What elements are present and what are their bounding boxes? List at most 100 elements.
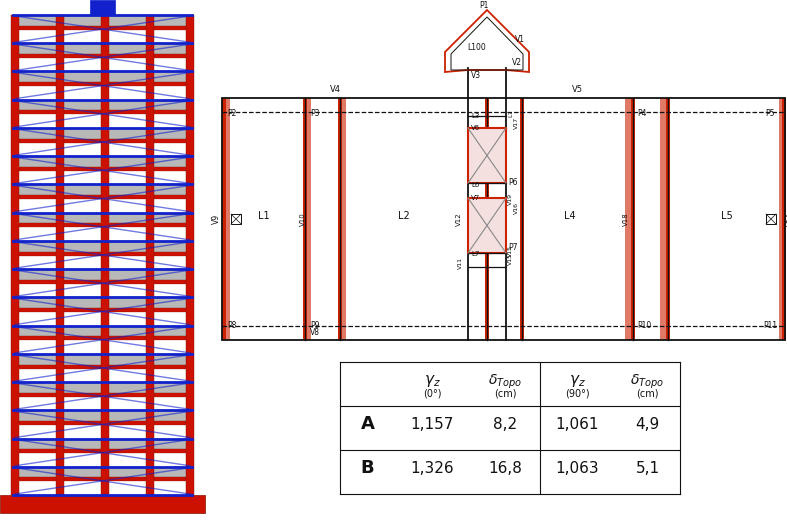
Polygon shape [13,223,192,228]
Text: P6: P6 [508,178,518,187]
Polygon shape [13,383,192,393]
Text: P1: P1 [479,1,489,10]
Polygon shape [13,139,192,143]
Bar [186,15,194,495]
Text: P10: P10 [637,321,652,330]
Polygon shape [13,280,192,284]
Text: 1,157: 1,157 [411,417,454,432]
Bar [625,98,631,340]
Text: $\delta_{Topo}$: $\delta_{Topo}$ [630,373,664,391]
Polygon shape [13,355,192,364]
Text: V16: V16 [514,202,519,214]
Text: L4: L4 [563,211,575,221]
Bar [56,15,64,495]
Text: (90°): (90°) [565,389,589,399]
Text: P9: P9 [310,321,320,330]
Text: P4: P4 [637,109,646,118]
Polygon shape [13,16,192,26]
Bar [631,98,635,340]
Text: V1: V1 [515,35,525,44]
Polygon shape [13,72,192,82]
Bar [11,15,19,495]
Polygon shape [13,364,192,369]
Polygon shape [13,44,192,54]
Text: $\gamma_z$: $\gamma_z$ [569,373,586,389]
Text: (cm): (cm) [636,389,659,399]
Text: V18: V18 [623,212,629,226]
Text: A: A [360,416,375,433]
Polygon shape [13,308,192,312]
Bar [146,15,154,495]
Text: $\delta_{Topo}$: $\delta_{Topo}$ [488,373,522,391]
Bar [666,98,670,340]
Text: V19: V19 [508,193,513,205]
Text: 1,061: 1,061 [556,417,599,432]
Polygon shape [13,298,192,308]
Bar [468,198,506,253]
Polygon shape [13,242,192,252]
Polygon shape [13,336,192,340]
Bar [224,98,230,340]
Polygon shape [13,167,192,171]
Text: L1: L1 [257,211,269,221]
Text: V7: V7 [471,195,480,201]
Bar [0,495,205,513]
Polygon shape [13,327,192,336]
Text: 4,9: 4,9 [635,417,660,432]
Polygon shape [13,214,192,223]
Polygon shape [13,195,192,199]
Bar [468,128,506,183]
Bar [782,98,786,340]
Text: L6: L6 [471,182,479,188]
Polygon shape [13,101,192,110]
Polygon shape [13,54,192,58]
Text: L7: L7 [471,251,479,257]
Polygon shape [13,468,192,477]
Text: P5: P5 [765,109,774,118]
Polygon shape [13,477,192,482]
Text: V17: V17 [514,117,519,129]
Polygon shape [13,421,192,425]
Text: $\gamma_z$: $\gamma_z$ [424,373,441,389]
Text: 1,063: 1,063 [556,461,600,476]
Text: V5: V5 [572,85,583,94]
Text: P7: P7 [508,243,518,252]
Bar [520,98,524,340]
Bar [340,98,346,340]
Bar [231,214,241,224]
Text: P3: P3 [310,109,320,118]
Polygon shape [13,252,192,256]
Text: 8,2: 8,2 [493,417,517,432]
Text: V6: V6 [471,125,480,131]
Polygon shape [13,129,192,139]
Text: L2: L2 [398,211,410,221]
Polygon shape [13,82,192,86]
Bar [305,98,311,340]
Text: L3: L3 [471,113,479,119]
Polygon shape [13,26,192,30]
Bar [660,98,666,340]
Bar [338,98,342,340]
Polygon shape [13,270,192,280]
Text: 1,326: 1,326 [411,461,454,476]
Polygon shape [13,439,192,449]
Text: V12: V12 [456,212,462,226]
Text: L7: L7 [508,109,513,117]
Text: L5: L5 [721,211,733,221]
Bar [303,98,307,340]
Polygon shape [13,185,192,195]
Polygon shape [13,157,192,167]
Bar [101,15,109,495]
Polygon shape [13,393,192,397]
Text: V9: V9 [212,214,221,224]
Text: 5,1: 5,1 [635,461,660,476]
Text: V2: V2 [512,58,522,67]
Polygon shape [13,110,192,115]
Text: V15: V15 [508,253,513,265]
Text: V10: V10 [300,212,306,226]
Text: V3: V3 [471,71,481,80]
Text: (cm): (cm) [493,389,516,399]
Bar [485,98,489,340]
Polygon shape [13,411,192,421]
Bar [766,214,776,224]
